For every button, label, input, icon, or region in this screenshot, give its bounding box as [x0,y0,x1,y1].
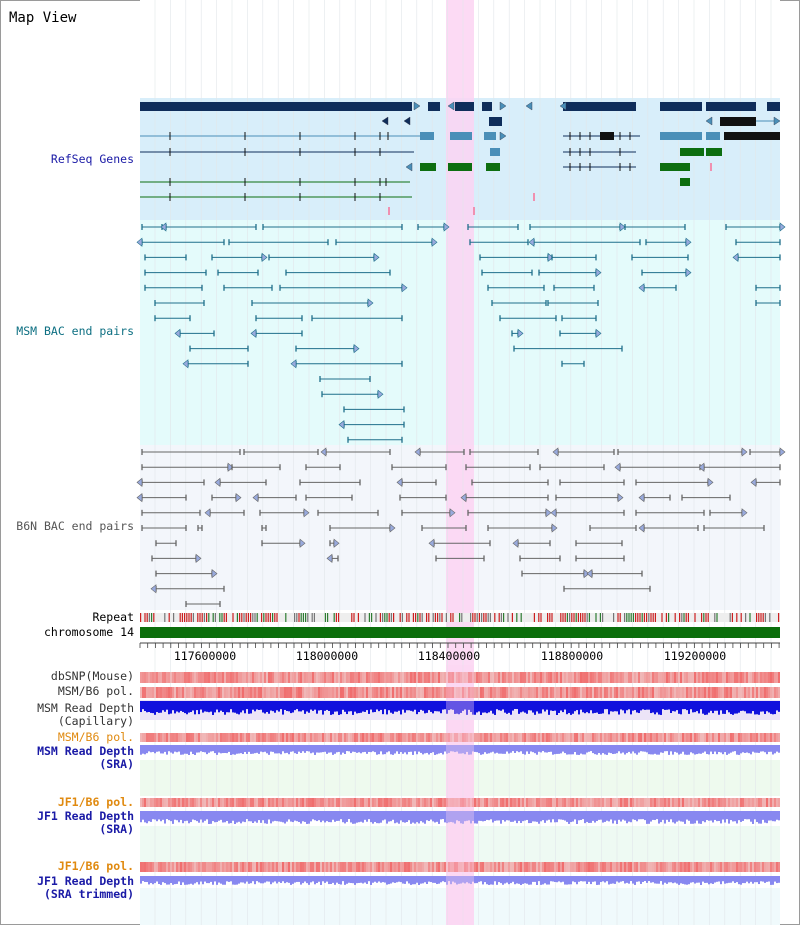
show-row: Show (b.p.) : 117,489,762-119,578,676 : … [168,101,529,116]
track-label-repeat: Repeat [92,610,134,624]
track-label-msm-depth-capillary: MSM Read Depth (Capillary) [37,701,134,728]
track-label-chromosome: chromosome 14 [43,625,134,639]
track-label-jf1-pol: JF1/B6 pol. [57,795,134,809]
show-key: Show (b.p.) [168,101,245,116]
track-label-msm-b6-pol: MSM/B6 pol. [57,684,134,698]
track-label-b6n-bac: B6N BAC end pairs [16,519,134,533]
length-key: Length (b.p.) [161,66,252,81]
track-label-msm-depth-sra: MSM Read Depth (SRA) [37,744,134,771]
length-value: 125,194,864 [272,66,349,81]
chromosome-key: Chromosome [161,32,232,47]
track-label-msm-b6-pol-2: MSM/B6 pol. [57,730,134,744]
span-value: 10,000 [334,136,377,151]
chromosome-ideogram[interactable] [528,52,656,66]
span-key: Read coverage check span [148,136,315,151]
chromosome-value: Chromosome 14, reference assembly (C57BL… [279,32,661,47]
track-label-jf1-pol-2: JF1/B6 pol. [57,859,134,873]
page-title: Map View [9,10,77,26]
assembly-info: Chromosome : Chromosome 14, reference as… [148,11,660,162]
show-value: 117,489,762-119,578,676 : 2,088,915 bp [265,101,529,116]
track-label-jf1-depth-trimmed: JF1 Read Depth (SRA trimmed) [37,874,134,901]
track-label-refseq-genes: RefSeq Genes [50,152,134,166]
chromosome-row: Chromosome : Chromosome 14, reference as… [161,32,661,47]
length-row: Length (b.p.) : 125,194,864 [161,66,349,81]
track-label-dbsnp: dbSNP(Mouse) [50,669,134,683]
track-label-jf1-depth-sra: JF1 Read Depth (SRA) [37,809,134,836]
track-label-msm-bac: MSM BAC end pairs [16,324,134,338]
span-row: Read coverage check span : 10,000 [148,136,377,151]
